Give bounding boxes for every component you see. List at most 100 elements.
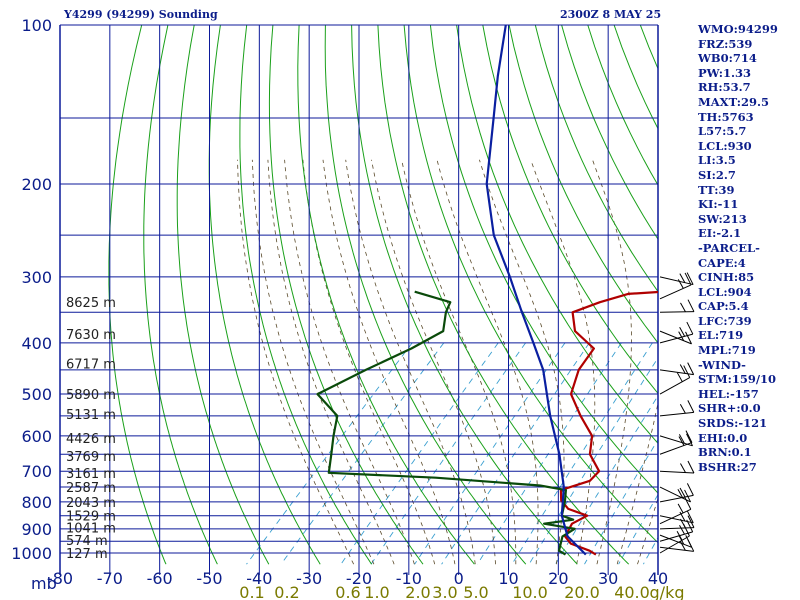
dry-adiabat — [508, 25, 658, 344]
wind-barb-feather — [686, 483, 694, 496]
wind-barb-shaft — [659, 435, 693, 447]
mixing-ratio-line — [441, 342, 590, 565]
index-item: EI:-2.1 — [698, 226, 742, 241]
mixing-ratio-axis: 0.1 0.2 0.6 1.0 2.0 3.0 5.0 10.0 20.0 40.0 g/kg — [239, 583, 684, 600]
wind-barb-feather — [679, 404, 686, 414]
pressure-tick-label: 600 — [21, 427, 52, 446]
pressure-unit-label: mb — [31, 574, 57, 593]
mixing-ratio-label: 0.6 — [335, 583, 360, 600]
temperature-trace — [559, 290, 658, 556]
moist-adiabat — [345, 159, 476, 565]
index-item: TT:39 — [698, 182, 735, 197]
height-label: 2043 m — [66, 496, 116, 511]
moist-adiabat — [436, 159, 539, 565]
moist-adiabat — [371, 159, 496, 565]
moist-adiabats — [237, 159, 658, 565]
wind-barb — [659, 272, 694, 286]
moist-adiabat — [267, 159, 395, 565]
wind-barb-shaft — [659, 330, 692, 345]
temperature-tick-label: -10 — [396, 569, 422, 588]
wind-barb-feather — [687, 400, 695, 413]
pressure-tick-label: 900 — [21, 520, 52, 539]
index-item: SHR+:0.0 — [698, 401, 761, 416]
wind-barb-feather — [679, 524, 685, 535]
sounding-traces — [316, 25, 658, 556]
wind-barb-feather — [685, 430, 693, 443]
index-item: LCL:930 — [698, 138, 752, 153]
index-item: LI:3.5 — [698, 153, 736, 168]
wind-barb — [659, 486, 692, 503]
index-item: BSHR:27 — [698, 459, 757, 474]
moist-adiabat — [479, 159, 565, 565]
dry-adiabats — [108, 25, 658, 565]
wind-barb-shaft — [659, 515, 694, 524]
wind-barb-feather — [676, 372, 683, 382]
mixing-ratio-label: 1.0 — [364, 583, 389, 600]
wind-barb-feather — [686, 321, 694, 335]
observation-time: 2300Z 8 MAY 25 — [560, 8, 662, 21]
height-label: 127 m — [66, 547, 108, 562]
height-label: 7630 m — [66, 328, 116, 343]
moist-adiabat — [251, 159, 375, 565]
wind-barb-feather — [678, 331, 685, 341]
index-item: WMO:94299 — [698, 22, 778, 36]
mixing-ratio-label: 0.1 — [239, 583, 264, 600]
index-item: SRDS:-121 — [698, 416, 768, 431]
wind-barb-shaft — [659, 276, 694, 286]
wind-barb-feather — [687, 460, 695, 474]
mixing-ratio-line — [414, 342, 566, 565]
height-label: 5131 m — [66, 408, 116, 423]
temperature-tick-label: -50 — [196, 569, 222, 588]
wind-barb — [659, 534, 693, 548]
wind-barb-feather — [678, 434, 685, 444]
wind-barb-feather — [678, 436, 685, 446]
pressure-tick-label: 800 — [21, 493, 52, 512]
index-item: CINH:85 — [698, 270, 755, 285]
wind-barb — [659, 460, 695, 474]
moist-adiabat — [401, 159, 517, 565]
dry-adiabat — [176, 25, 270, 565]
mixing-ratio-line — [511, 342, 653, 565]
pressure-tick-label: 100 — [21, 16, 52, 35]
index-item: RH:53.7 — [698, 80, 751, 95]
index-item: -PARCEL- — [698, 240, 760, 255]
pressure-tick-label: 1000 — [11, 544, 52, 563]
index-item: MPL:719 — [698, 343, 756, 358]
temperature-tick-label: -20 — [346, 569, 372, 588]
dry-adiabat — [377, 25, 630, 565]
wind-barb-feather — [685, 331, 692, 345]
mixing-ratio-label: 0.2 — [274, 583, 299, 600]
wind-barb-shaft — [659, 411, 694, 417]
wind-barb-shaft — [659, 311, 695, 313]
index-item: FRZ:539 — [698, 36, 753, 51]
index-item: KI:-11 — [698, 197, 739, 212]
grid — [59, 24, 659, 575]
wind-barb-shaft — [659, 531, 693, 542]
height-label: 3769 m — [66, 450, 116, 465]
dry-adiabat — [268, 25, 424, 565]
wind-barb-shaft — [659, 535, 690, 554]
wind-barb-shaft — [659, 508, 692, 525]
index-item: EHI:0.0 — [698, 430, 748, 445]
dry-adiabat — [429, 25, 658, 494]
wind-barb — [659, 433, 693, 447]
height-label: 3161 m — [66, 467, 116, 482]
wind-barb-feather — [684, 489, 692, 503]
wind-barb-shaft — [659, 486, 691, 503]
index-item: STM:159/10 — [698, 372, 777, 387]
station-title: Y4299 (94299) Sounding — [64, 8, 218, 21]
index-item: -WIND- — [698, 357, 746, 372]
dry-adiabat — [143, 25, 218, 565]
index-item: EL:719 — [698, 328, 744, 343]
height-label: 1041 m — [66, 522, 116, 537]
mixing-ratio-label: 3.0 — [432, 583, 457, 600]
index-item: WB0:714 — [698, 51, 757, 66]
height-label: 1529 m — [66, 510, 116, 525]
height-labels: 8625 m 7630 m 6717 m 5890 m 5131 m 4426 m 3769… — [66, 296, 116, 562]
wind-barb-feather — [684, 272, 692, 286]
mixing-ratio-label: 5.0 — [463, 583, 488, 600]
index-item: LCL:904 — [698, 284, 752, 299]
mixing-ratio-line — [280, 342, 445, 565]
height-label: 8625 m — [66, 296, 116, 311]
